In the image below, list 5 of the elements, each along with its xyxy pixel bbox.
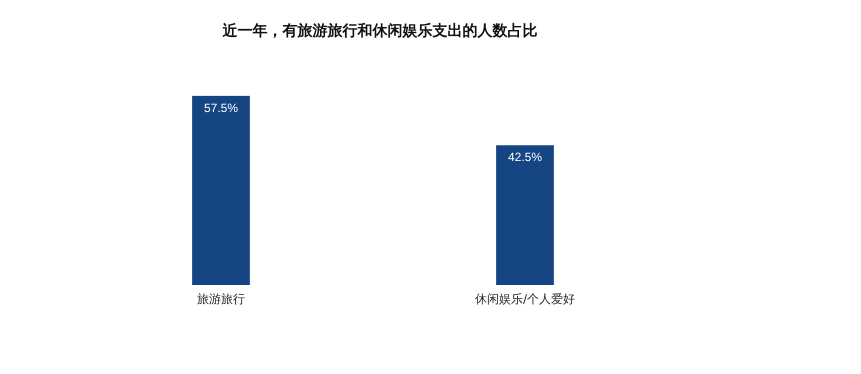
data-label: 57.5% bbox=[204, 100, 238, 115]
x-tick-label: 旅游旅行 bbox=[197, 292, 245, 306]
chart-title: 近一年，有旅游旅行和休闲娱乐支出的人数占比 bbox=[222, 22, 538, 40]
x-tick-label: 休闲娱乐/个人爱好 bbox=[474, 292, 576, 306]
data-label: 42.5% bbox=[508, 150, 542, 164]
